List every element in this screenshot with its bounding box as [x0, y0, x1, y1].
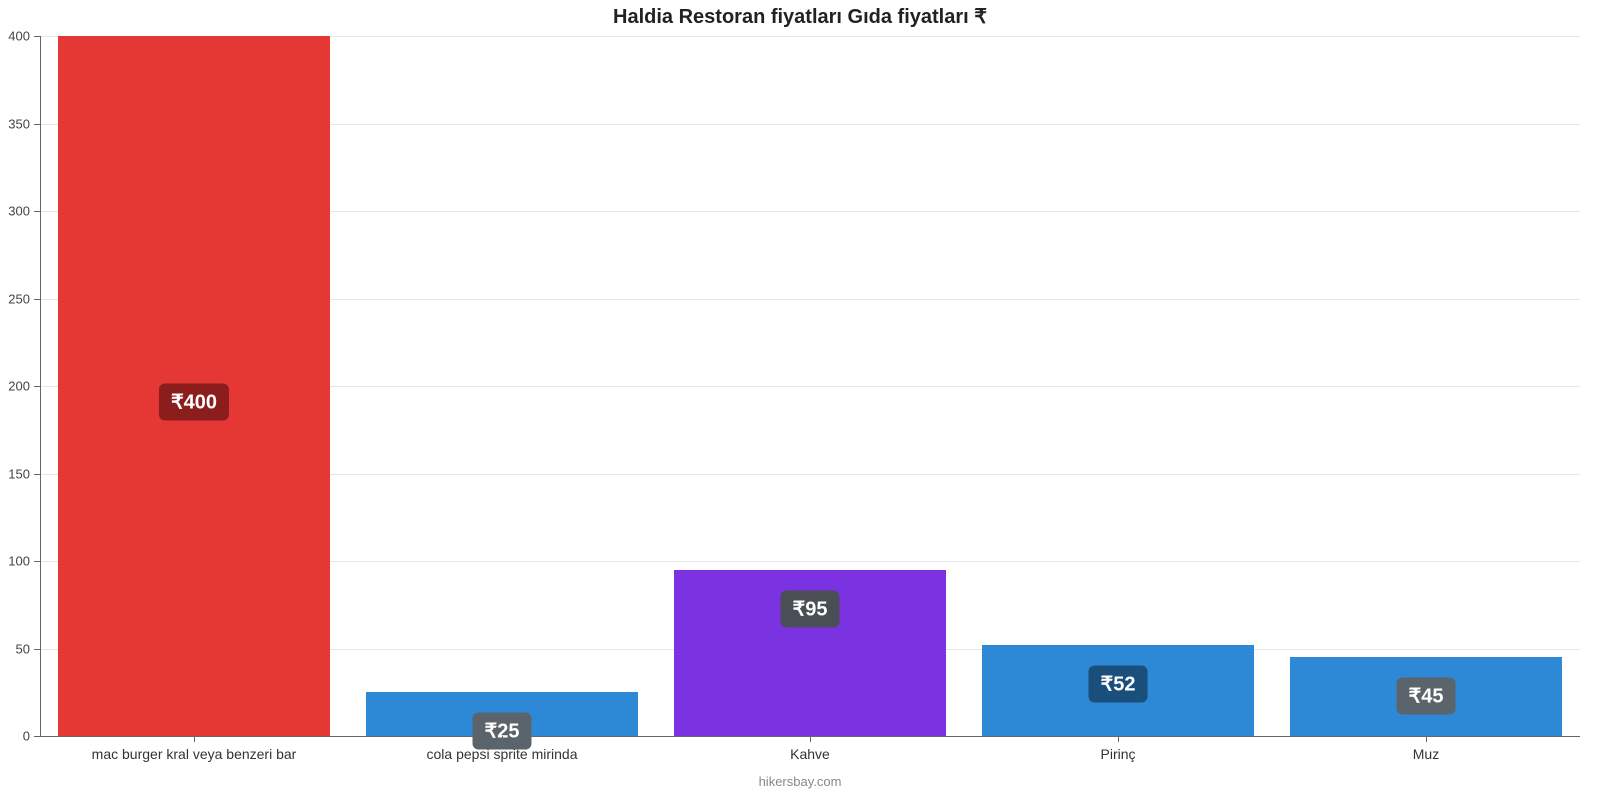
chart-credit: hikersbay.com: [0, 774, 1600, 789]
value-badge: ₹52: [1089, 666, 1148, 703]
price-bar-chart: Haldia Restoran fiyatları Gıda fiyatları…: [0, 0, 1600, 800]
x-tick-label: Kahve: [790, 736, 830, 762]
value-badge: ₹95: [781, 590, 840, 627]
value-badge: ₹45: [1397, 678, 1456, 715]
value-badge: ₹400: [159, 384, 229, 421]
x-tick-label: Muz: [1413, 736, 1439, 762]
x-tick-label: Pirinç: [1100, 736, 1135, 762]
x-tick-label: cola pepsi sprite mirinda: [427, 736, 578, 762]
chart-title: Haldia Restoran fiyatları Gıda fiyatları…: [0, 4, 1600, 29]
x-tick-label: mac burger kral veya benzeri bar: [92, 736, 297, 762]
y-axis-line: [40, 36, 41, 736]
plot-area: 050100150200250300350400₹400mac burger k…: [40, 36, 1580, 736]
